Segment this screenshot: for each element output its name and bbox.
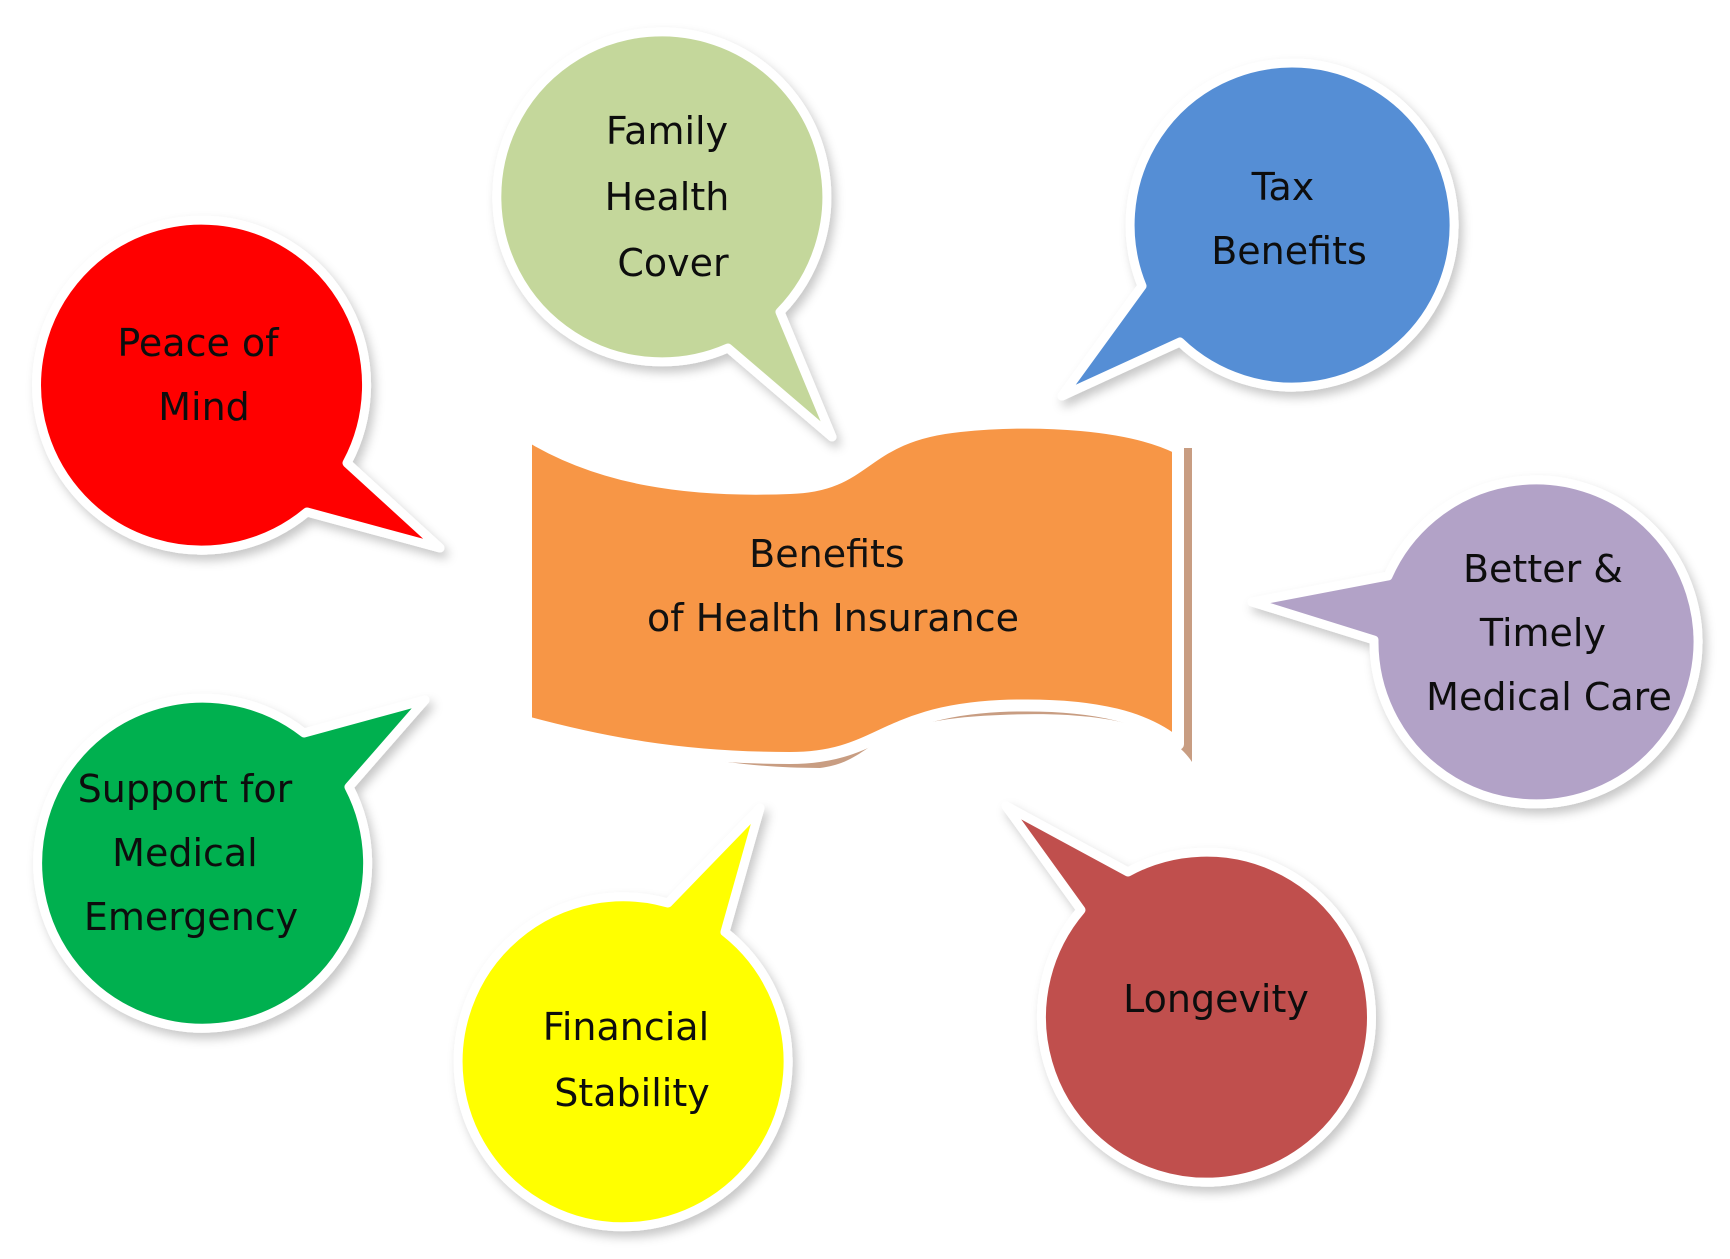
center-title: Benefits of Health Insurance [647, 532, 1019, 640]
bubble-tax-benefits-label: Tax Benefits [1211, 165, 1367, 273]
bubble-financial-stability: Financial Stability [453, 803, 793, 1232]
bubble-peace-of-mind-label: Peace of Mind [117, 321, 290, 429]
bubble-tax-benefits-shape [1057, 58, 1459, 401]
bubble-peace-of-mind: Peace of Mind [32, 215, 445, 555]
bubble-support-for-medical-emergency: Support for Medical Emergency [33, 693, 430, 1033]
bubble-support-for-medical-emergency-shape [33, 693, 430, 1033]
bubble-peace-of-mind-shape [32, 215, 445, 555]
bubble-better-timely-medical-care-shape [1247, 475, 1703, 809]
bubble-longevity-label: Longevity [1123, 977, 1309, 1021]
bubble-family-health-cover-shape [492, 27, 837, 442]
bubble-family-health-cover: Family Health Cover [492, 27, 837, 442]
bubble-longevity: Longevity [1001, 801, 1376, 1187]
bubble-financial-stability-label: Financial Stability [543, 1005, 722, 1115]
center-banner-shape [520, 416, 1184, 764]
center-banner: Benefits of Health Insurance [520, 416, 1192, 768]
bubble-tax-benefits: Tax Benefits [1057, 58, 1459, 401]
bubble-support-for-medical-emergency-label: Support for Medical Emergency [78, 767, 305, 939]
bubble-family-health-cover-label: Family Health Cover [605, 109, 742, 285]
bubble-financial-stability-shape [453, 803, 793, 1232]
bubble-better-timely-medical-care-label: Better & Timely Medical Care [1426, 547, 1672, 719]
bubble-longevity-shape [1001, 801, 1376, 1187]
bubble-better-timely-medical-care: Better & Timely Medical Care [1247, 475, 1703, 809]
